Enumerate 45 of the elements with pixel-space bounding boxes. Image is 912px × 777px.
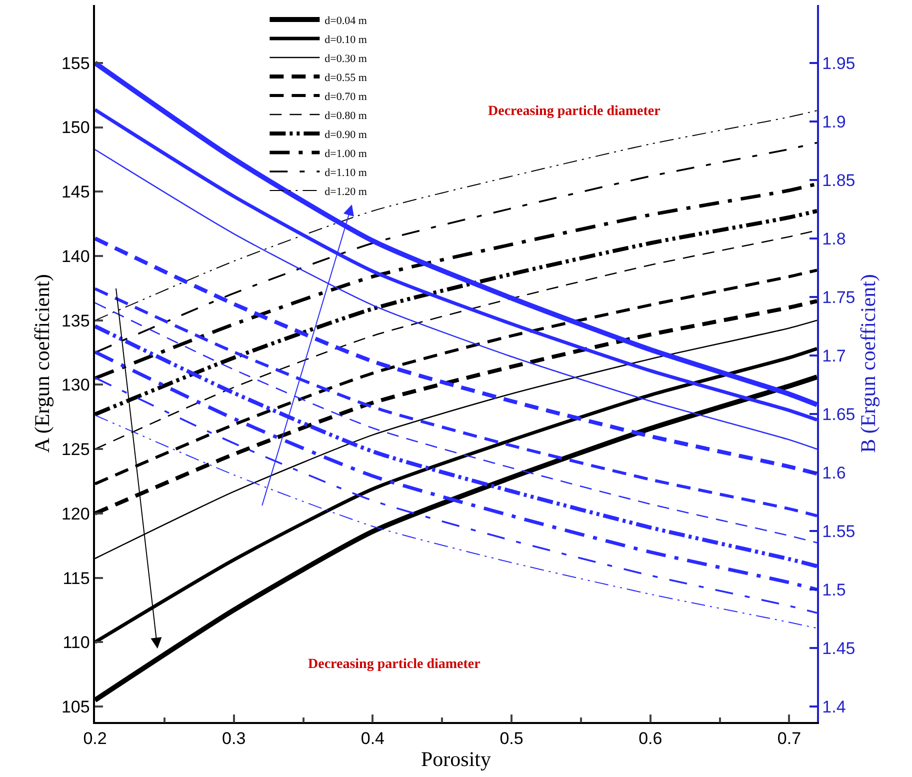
x-tick-label: 0.7	[777, 729, 802, 748]
x-tick-label: 0.4	[360, 729, 385, 748]
y2-tick-label: 1.85	[822, 170, 856, 190]
y2-tick-label: 1.65	[822, 404, 856, 424]
x-axis-title: Porosity	[420, 746, 492, 771]
legend-label: d=0.04 m	[324, 14, 368, 27]
y2-tick-label: 1.95	[822, 54, 856, 73]
y-tick-label: 150	[61, 118, 90, 138]
y2-tick-label: 1.55	[822, 522, 856, 541]
y-tick-label: 110	[62, 633, 90, 652]
y-tick-label: 140	[61, 246, 90, 266]
y2-tick-label: 1.8	[822, 229, 846, 248]
legend-label: d=0.30 m	[324, 52, 368, 65]
x-tick-label: 0.6	[638, 729, 662, 748]
y-tick-label: 155	[61, 54, 90, 73]
y-tick-label: 120	[61, 504, 90, 524]
legend-label: d=1.10 m	[324, 166, 368, 179]
line-series	[95, 350, 817, 592]
y2-tick-label: 1.7	[822, 346, 846, 366]
y2-tick-label: 1.5	[822, 580, 846, 600]
legend-label: d=1.20 m	[324, 186, 368, 198]
annotation: Decreasing particle diameter	[488, 104, 660, 119]
y-tick-label: 105	[61, 698, 90, 716]
legend-label: d=1.00 m	[324, 148, 368, 160]
legend-label: d=0.55 m	[324, 72, 368, 84]
legend-label: d=0.10 m	[324, 34, 368, 46]
y-tick-label: 130	[61, 376, 90, 395]
y2-axis-title: B (Ergun coefficient)	[856, 274, 880, 453]
y2-tick-label: 1.45	[822, 638, 856, 658]
legend-label: d=0.70 m	[324, 90, 368, 103]
y2-tick-label: 1.4	[822, 698, 846, 716]
y-axis-title: A (Ergun coefficient)	[30, 274, 54, 453]
y-tick-label: 135	[61, 311, 90, 330]
x-tick-label: 0.2	[83, 729, 107, 748]
annotation: Decreasing particle diameter	[308, 657, 480, 672]
y-tick-label: 145	[61, 182, 90, 202]
y2-tick-label: 1.6	[822, 463, 846, 482]
legend-label: d=0.80 m	[324, 110, 368, 122]
y-tick-label: 115	[62, 568, 90, 588]
y2-tick-label: 1.9	[822, 112, 846, 132]
x-tick-label: 0.3	[222, 729, 246, 748]
x-tick-label: 0.5	[500, 729, 524, 748]
y2-tick-label: 1.75	[822, 288, 856, 307]
y-tick-label: 125	[61, 440, 90, 460]
legend-label: d=0.90 m	[324, 128, 368, 141]
